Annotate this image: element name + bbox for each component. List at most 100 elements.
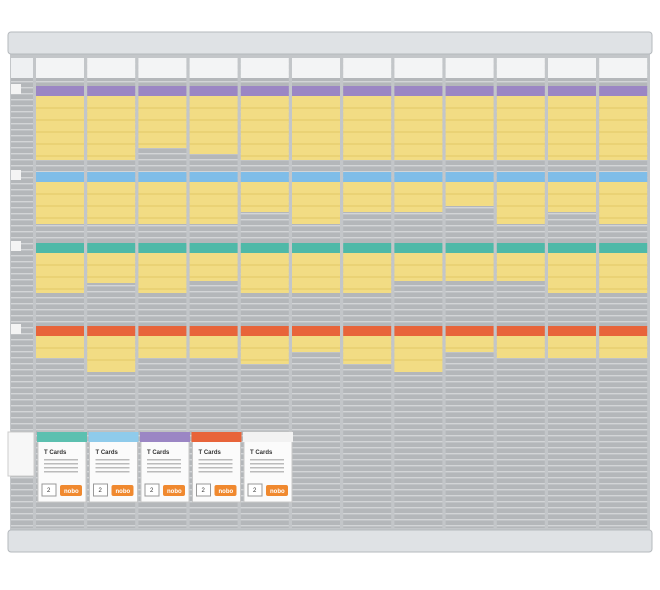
column-header xyxy=(343,58,392,78)
column-header xyxy=(138,58,187,78)
color-card-band xyxy=(343,243,392,253)
yellow-cards xyxy=(496,182,545,224)
pack-count-box xyxy=(93,483,108,497)
brand: nobo xyxy=(116,489,131,495)
pack-fine-print xyxy=(95,471,130,473)
yellow-cards xyxy=(496,96,545,160)
column-header xyxy=(548,58,596,78)
color-card-band xyxy=(36,326,84,336)
color-card-band xyxy=(394,326,443,336)
pack-title: T Cards xyxy=(250,450,273,456)
color-card-band xyxy=(394,86,443,96)
pack-fine-print xyxy=(147,463,181,465)
yellow-cards xyxy=(394,336,443,372)
color-card-band xyxy=(496,172,545,182)
column-header xyxy=(394,58,443,78)
pack-cap xyxy=(140,432,190,442)
color-card-band xyxy=(240,243,289,253)
column-header xyxy=(599,58,648,78)
color-card-band xyxy=(292,86,340,96)
pack-fine-print xyxy=(198,467,233,469)
pack-cap xyxy=(37,432,87,442)
pack-title: T Cards xyxy=(199,450,222,456)
yellow-cards xyxy=(343,96,392,160)
yellow-cards xyxy=(138,336,187,358)
yellow-cards xyxy=(343,336,392,364)
yellow-cards xyxy=(343,182,392,212)
color-card-band xyxy=(87,172,136,182)
top-rail xyxy=(7,31,653,55)
yellow-cards xyxy=(343,253,392,293)
yellow-cards xyxy=(240,182,289,212)
small-pack xyxy=(7,431,35,477)
brand: nobo xyxy=(167,489,182,495)
yellow-cards xyxy=(548,96,596,160)
yellow-cards xyxy=(496,336,545,358)
color-card-band xyxy=(599,86,648,96)
color-card-band xyxy=(496,86,545,96)
column-header xyxy=(87,58,136,78)
brand-badge xyxy=(60,485,82,496)
color-card-band xyxy=(394,243,443,253)
color-card-band xyxy=(189,172,238,182)
color-card-band xyxy=(445,86,494,96)
color-card-band xyxy=(292,172,340,182)
pack-count-box xyxy=(41,483,57,497)
pack-fine-print xyxy=(95,467,130,469)
color-card-band xyxy=(445,172,494,182)
brand-badge xyxy=(266,485,288,496)
color-card-band xyxy=(343,172,392,182)
yellow-cards xyxy=(87,336,136,372)
pack-count: 2 xyxy=(99,488,103,494)
pack-count: 2 xyxy=(150,488,154,494)
color-card-band xyxy=(343,86,392,96)
yellow-cards xyxy=(87,96,136,160)
brand-badge xyxy=(163,485,185,496)
column-header xyxy=(189,58,238,78)
brand-badge xyxy=(214,485,237,496)
pack-fine-print xyxy=(44,467,78,469)
color-card-band xyxy=(445,243,494,253)
pack-title: T Cards xyxy=(147,450,170,456)
yellow-cards xyxy=(36,96,84,160)
yellow-cards xyxy=(292,253,340,293)
pack-fine-print xyxy=(250,459,284,461)
color-card-band xyxy=(548,243,596,253)
yellow-cards xyxy=(240,336,289,364)
pack-fine-print xyxy=(44,463,78,465)
yellow-cards xyxy=(138,182,187,224)
brand-badge xyxy=(111,485,134,496)
yellow-cards xyxy=(599,96,648,160)
bottom-rail xyxy=(7,529,653,553)
color-card-band xyxy=(138,172,187,182)
yellow-cards xyxy=(548,182,596,212)
color-card-band xyxy=(394,172,443,182)
index-tab xyxy=(11,84,21,94)
pack-fine-print xyxy=(44,459,78,461)
pack-fine-print xyxy=(198,459,233,461)
index-header xyxy=(11,58,33,78)
color-card-band xyxy=(87,326,136,336)
pack-title: T Cards xyxy=(96,450,119,456)
pack-cap xyxy=(88,432,139,442)
pack-count: 2 xyxy=(47,488,51,494)
yellow-cards xyxy=(394,96,443,160)
color-card-band xyxy=(548,326,596,336)
yellow-cards xyxy=(292,96,340,160)
yellow-cards xyxy=(138,253,187,293)
yellow-cards xyxy=(599,336,648,358)
index-tab xyxy=(11,324,21,334)
pack-fine-print xyxy=(250,471,284,473)
color-card-band xyxy=(189,86,238,96)
pack-fine-print xyxy=(95,463,130,465)
color-card-band xyxy=(599,243,648,253)
color-card-band xyxy=(240,326,289,336)
column-header xyxy=(36,58,84,78)
yellow-cards xyxy=(189,96,238,154)
color-card-band xyxy=(189,243,238,253)
color-card-band xyxy=(599,326,648,336)
yellow-cards xyxy=(394,253,443,281)
color-card-band xyxy=(292,243,340,253)
color-card-band xyxy=(87,86,136,96)
yellow-cards xyxy=(496,253,545,281)
